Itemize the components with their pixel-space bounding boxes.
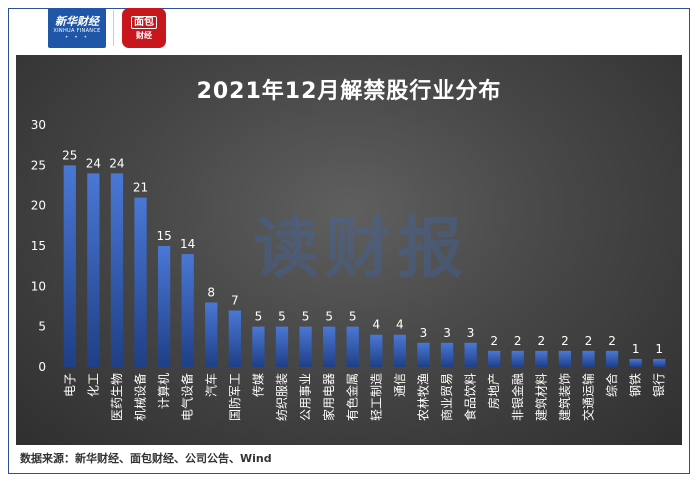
bar bbox=[605, 350, 619, 367]
bar bbox=[228, 310, 241, 367]
bar-value-label: 4 bbox=[372, 318, 380, 332]
x-tick-label: 钢铁 bbox=[629, 373, 643, 397]
bar-value-label: 5 bbox=[278, 310, 286, 324]
mianbao-finance-logo: 面包 财经 bbox=[122, 8, 166, 48]
bar bbox=[535, 350, 548, 367]
bar-value-label: 14 bbox=[180, 237, 195, 251]
x-tick-label: 食品饮料 bbox=[463, 373, 478, 421]
x-tick-label: 化工 bbox=[86, 373, 100, 397]
bar-value-label: 2 bbox=[514, 334, 522, 348]
y-tick-label: 20 bbox=[31, 199, 46, 213]
bar-value-label: 21 bbox=[133, 181, 148, 195]
bar bbox=[299, 326, 312, 367]
bar bbox=[582, 350, 595, 367]
bar bbox=[417, 342, 430, 367]
bar bbox=[110, 173, 124, 367]
bar-value-label: 5 bbox=[255, 310, 263, 324]
bar-value-label: 15 bbox=[156, 229, 171, 243]
bar-chart: 05101520253025电子24化工24医药生物21机械设备15计算机14电… bbox=[31, 118, 666, 421]
bar bbox=[440, 342, 454, 367]
bar-value-label: 1 bbox=[632, 342, 640, 356]
watermark: 读财报 bbox=[253, 210, 469, 287]
bar bbox=[275, 326, 289, 367]
x-tick-label: 计算机 bbox=[156, 373, 171, 409]
bar-value-label: 5 bbox=[325, 310, 333, 324]
bar bbox=[511, 350, 524, 367]
bar bbox=[558, 350, 572, 367]
x-tick-label: 公用事业 bbox=[299, 373, 313, 421]
x-tick-label: 商业贸易 bbox=[439, 373, 454, 421]
bar bbox=[157, 246, 171, 367]
y-tick-label: 5 bbox=[38, 320, 46, 334]
bar bbox=[488, 350, 501, 367]
bar bbox=[205, 302, 218, 367]
bar-value-label: 24 bbox=[86, 156, 101, 170]
xinhua-logo-dots: • • • bbox=[64, 34, 90, 41]
x-tick-label: 综合 bbox=[604, 373, 619, 397]
bar-value-label: 4 bbox=[396, 318, 404, 332]
bar-value-label: 2 bbox=[561, 334, 569, 348]
x-tick-label: 家用电器 bbox=[321, 373, 336, 421]
x-tick-label: 电子 bbox=[63, 373, 77, 397]
bar-value-label: 7 bbox=[231, 294, 239, 308]
x-tick-label: 非银金融 bbox=[510, 373, 525, 421]
x-tick-label: 医药生物 bbox=[110, 373, 124, 421]
x-tick-label: 国防军工 bbox=[227, 373, 242, 421]
y-tick-label: 30 bbox=[31, 118, 46, 132]
chart-panel: 2021年12月解禁股行业分布 读财报 0 5 10 15 20 25 30 25 电子 24 化工… bbox=[16, 55, 682, 445]
bar-value-label: 5 bbox=[349, 310, 357, 324]
x-tick-label: 通信 bbox=[393, 373, 407, 397]
x-tick-label: 轻工制造 bbox=[369, 373, 383, 421]
xinhua-logo-main-text: 新华财经 bbox=[55, 15, 99, 28]
x-tick-label: 农林牧渔 bbox=[416, 373, 430, 421]
x-tick-label: 银行 bbox=[652, 373, 666, 397]
x-tick-label: 纺织服装 bbox=[275, 373, 289, 421]
xinhua-logo-sub-text: XINHUA FINANCE bbox=[53, 28, 101, 34]
bar bbox=[63, 165, 76, 367]
data-source-note: 数据来源：新华财经、面包财经、公司公告、Wind bbox=[20, 452, 272, 465]
bar bbox=[629, 358, 642, 367]
bar-value-label: 24 bbox=[109, 156, 124, 170]
bar bbox=[346, 326, 359, 367]
bar bbox=[370, 334, 383, 367]
bar-value-label: 3 bbox=[467, 326, 475, 340]
x-tick-label: 汽车 bbox=[203, 373, 218, 397]
bar-value-label: 2 bbox=[538, 334, 546, 348]
y-tick-label: 0 bbox=[38, 360, 46, 374]
x-tick-label: 电气设备 bbox=[180, 373, 195, 421]
bar bbox=[252, 326, 265, 367]
bar-value-label: 2 bbox=[490, 334, 498, 348]
logo-divider bbox=[113, 10, 114, 46]
x-tick-label: 交通运输 bbox=[580, 373, 595, 421]
bar bbox=[181, 254, 194, 367]
bar-value-label: 2 bbox=[608, 334, 616, 348]
y-tick-label: 25 bbox=[31, 158, 46, 172]
chart-title: 2021年12月解禁股行业分布 bbox=[196, 79, 502, 104]
bar bbox=[464, 342, 477, 367]
bar-value-label: 1 bbox=[655, 342, 663, 356]
bar bbox=[653, 358, 666, 367]
mianbao-logo-bottom-text: 财经 bbox=[136, 30, 152, 40]
x-tick-label: 传媒 bbox=[250, 373, 265, 397]
y-tick-label: 15 bbox=[31, 239, 46, 253]
xinhua-finance-logo: 新华财经 XINHUA FINANCE • • • bbox=[48, 8, 106, 48]
bar bbox=[393, 334, 406, 367]
x-tick-label: 建筑装饰 bbox=[557, 373, 572, 421]
bar-value-label: 5 bbox=[302, 310, 310, 324]
bar-value-label: 25 bbox=[62, 148, 77, 162]
y-tick-label: 10 bbox=[31, 279, 46, 293]
bar bbox=[134, 197, 147, 367]
bar-value-label: 3 bbox=[443, 326, 451, 340]
mianbao-logo-top-text: 面包 bbox=[131, 15, 157, 29]
bar-value-label: 8 bbox=[207, 285, 215, 299]
bar-value-label: 3 bbox=[420, 326, 428, 340]
bar bbox=[87, 173, 100, 367]
bar bbox=[323, 326, 336, 367]
bar-value-label: 2 bbox=[585, 334, 593, 348]
x-tick-label: 房地产 bbox=[486, 373, 501, 409]
x-tick-label: 有色金属 bbox=[345, 373, 360, 421]
x-tick-label: 建筑材料 bbox=[533, 373, 548, 421]
x-tick-label: 机械设备 bbox=[133, 373, 148, 421]
